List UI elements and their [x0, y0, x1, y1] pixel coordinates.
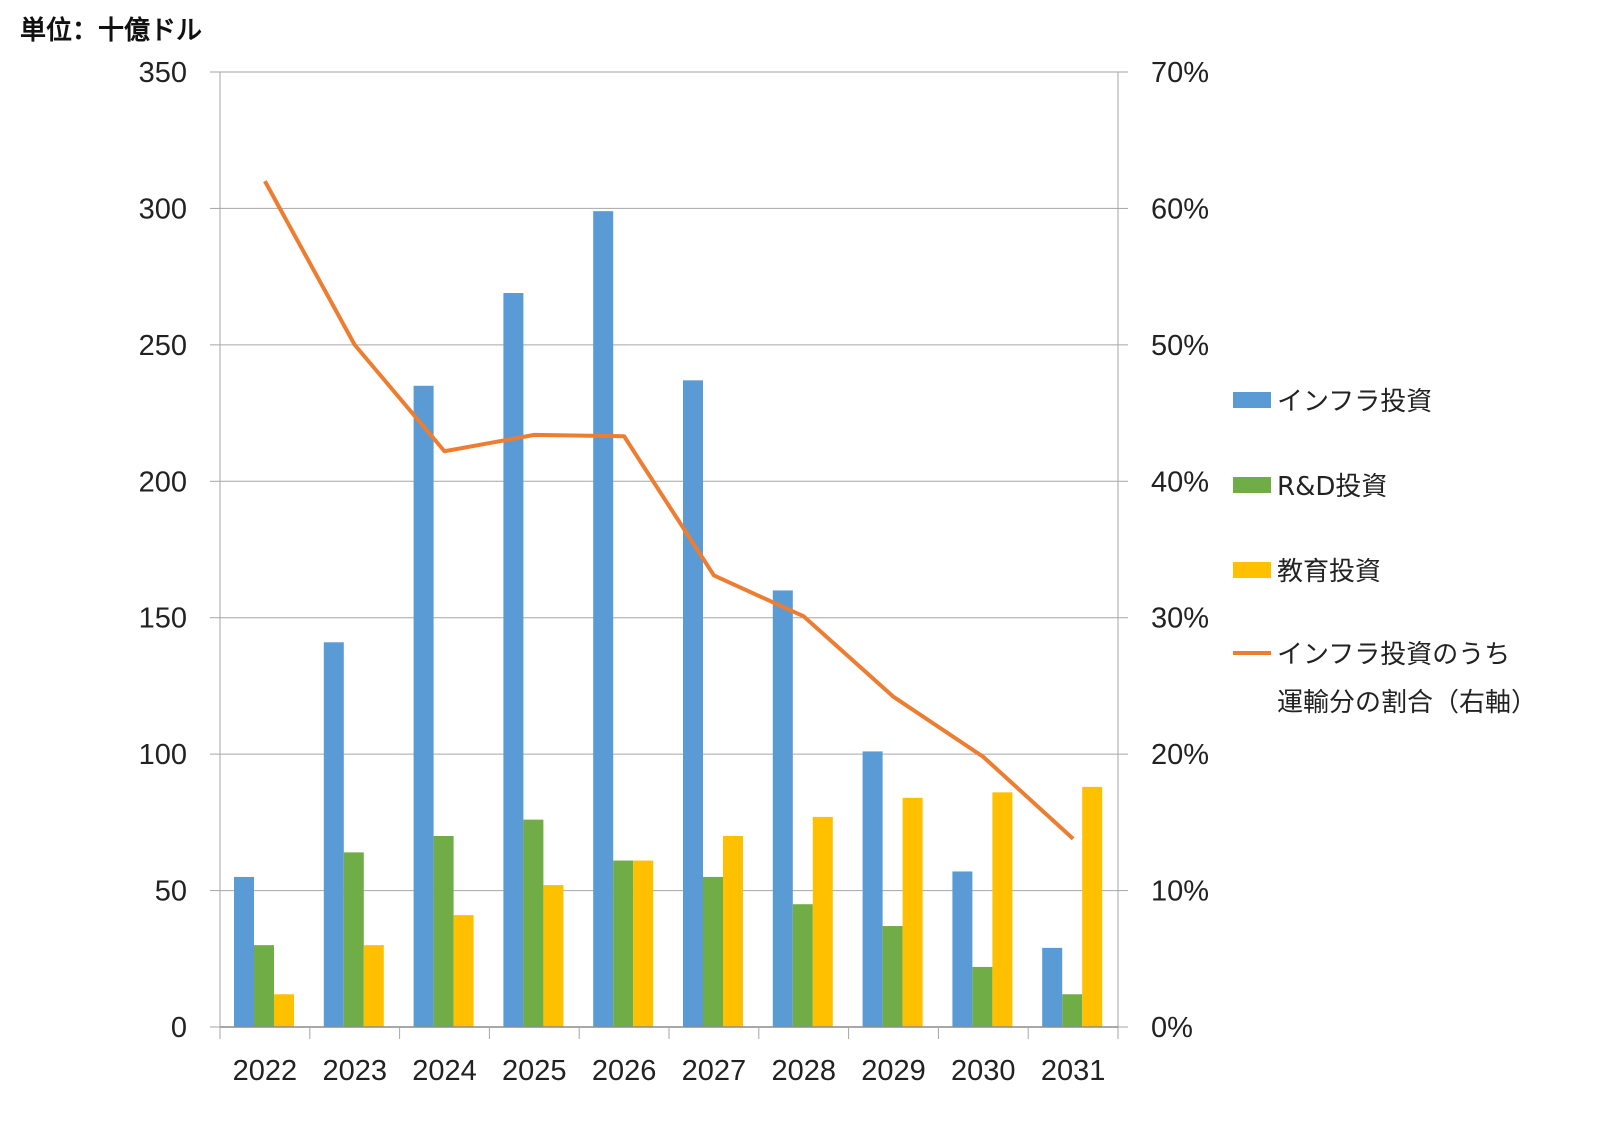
- y-left-tick-label: 350: [139, 57, 187, 89]
- edu-bar: [1082, 786, 1103, 1027]
- infra-bar: [593, 211, 614, 1027]
- infra-bar: [413, 385, 434, 1027]
- x-tick-label: 2030: [951, 1055, 1016, 1087]
- y-right-tick-label: 10%: [1151, 876, 1209, 908]
- y-right-tick-label: 40%: [1151, 466, 1209, 498]
- legend-swatch: [1233, 477, 1271, 493]
- gridlines: [220, 71, 1118, 892]
- x-tick-label: 2029: [861, 1055, 926, 1087]
- x-tick-label: 2024: [412, 1055, 477, 1087]
- y-right-tick-label: 0%: [1151, 1012, 1193, 1044]
- x-tick-label: 2028: [771, 1055, 836, 1087]
- rd-bar: [792, 904, 813, 1027]
- y-right-tick-label: 70%: [1151, 57, 1209, 89]
- infra-bar: [1042, 947, 1063, 1027]
- edu-bar: [633, 860, 654, 1027]
- edu-bar: [902, 797, 923, 1027]
- infra-bar: [683, 380, 703, 1027]
- rd-bar: [254, 945, 274, 1027]
- y-left-tick-label: 150: [139, 603, 187, 635]
- x-tick-label: 2025: [502, 1055, 567, 1087]
- infra-bar: [323, 642, 344, 1027]
- y-left-tick-label: 50: [155, 876, 187, 908]
- edu-bar: [363, 945, 384, 1027]
- rd-bar: [523, 819, 544, 1027]
- legend-item-infra: インフラ投資: [1233, 387, 1432, 417]
- legend-label: R&D投資: [1277, 472, 1387, 502]
- edu-bar: [274, 994, 294, 1027]
- rd-bar: [1062, 994, 1083, 1027]
- edu-bar: [812, 816, 833, 1027]
- edu-bar: [992, 792, 1013, 1027]
- y-right-tick-label: 30%: [1151, 603, 1209, 635]
- rd-bar: [972, 966, 993, 1027]
- x-tick-label: 2022: [233, 1055, 298, 1087]
- legend-swatch: [1233, 562, 1271, 578]
- axes: 0 50 100 150 200 250 300 350 0% 10% 20% 30% 40% 50% 60…: [139, 57, 1209, 1087]
- ratio-line-path: [263, 180, 1075, 841]
- legend-swatch: [1233, 392, 1271, 408]
- y-left-tick-label: 200: [139, 466, 187, 498]
- x-tick-label: 2023: [322, 1055, 387, 1087]
- y-right-tick-label: 20%: [1151, 739, 1209, 771]
- y-left-tick-label: 300: [139, 193, 187, 225]
- legend-label: 運輸分の割合（右軸）: [1277, 688, 1537, 718]
- rd-bar: [433, 836, 454, 1027]
- x-tick-label: 2031: [1041, 1055, 1106, 1087]
- infra-bar: [952, 871, 973, 1027]
- y-left-tick-label: 250: [139, 330, 187, 362]
- infra-bar: [862, 751, 883, 1027]
- x-tick-label: 2026: [592, 1055, 657, 1087]
- bars: [234, 211, 1103, 1027]
- unit-label: 単位：十億ドル: [20, 16, 203, 46]
- legend-item-edu: 教育投資: [1233, 557, 1381, 587]
- edu-bar: [543, 885, 564, 1027]
- infra-bar: [772, 590, 793, 1027]
- legend-label: インフラ投資: [1277, 387, 1432, 417]
- x-tick-label: 2027: [682, 1055, 747, 1087]
- legend-label: 教育投資: [1277, 557, 1381, 587]
- y-left-tick-label: 100: [139, 739, 187, 771]
- rd-bar: [882, 926, 903, 1027]
- rd-bar: [613, 860, 634, 1027]
- legend-item-rd: R&D投資: [1233, 472, 1387, 502]
- infra-bar: [234, 876, 254, 1027]
- y-left-tick-label: 0: [171, 1012, 187, 1044]
- rd-bar: [703, 876, 723, 1027]
- edu-bar: [723, 836, 743, 1027]
- infra-bar: [503, 293, 524, 1027]
- y-right-tick-label: 60%: [1151, 193, 1209, 225]
- ratio-line: [263, 180, 1075, 841]
- edu-bar: [453, 915, 474, 1027]
- rd-bar: [343, 852, 364, 1027]
- y-right-tick-label: 50%: [1151, 330, 1209, 362]
- legend-label: インフラ投資のうち: [1277, 640, 1510, 670]
